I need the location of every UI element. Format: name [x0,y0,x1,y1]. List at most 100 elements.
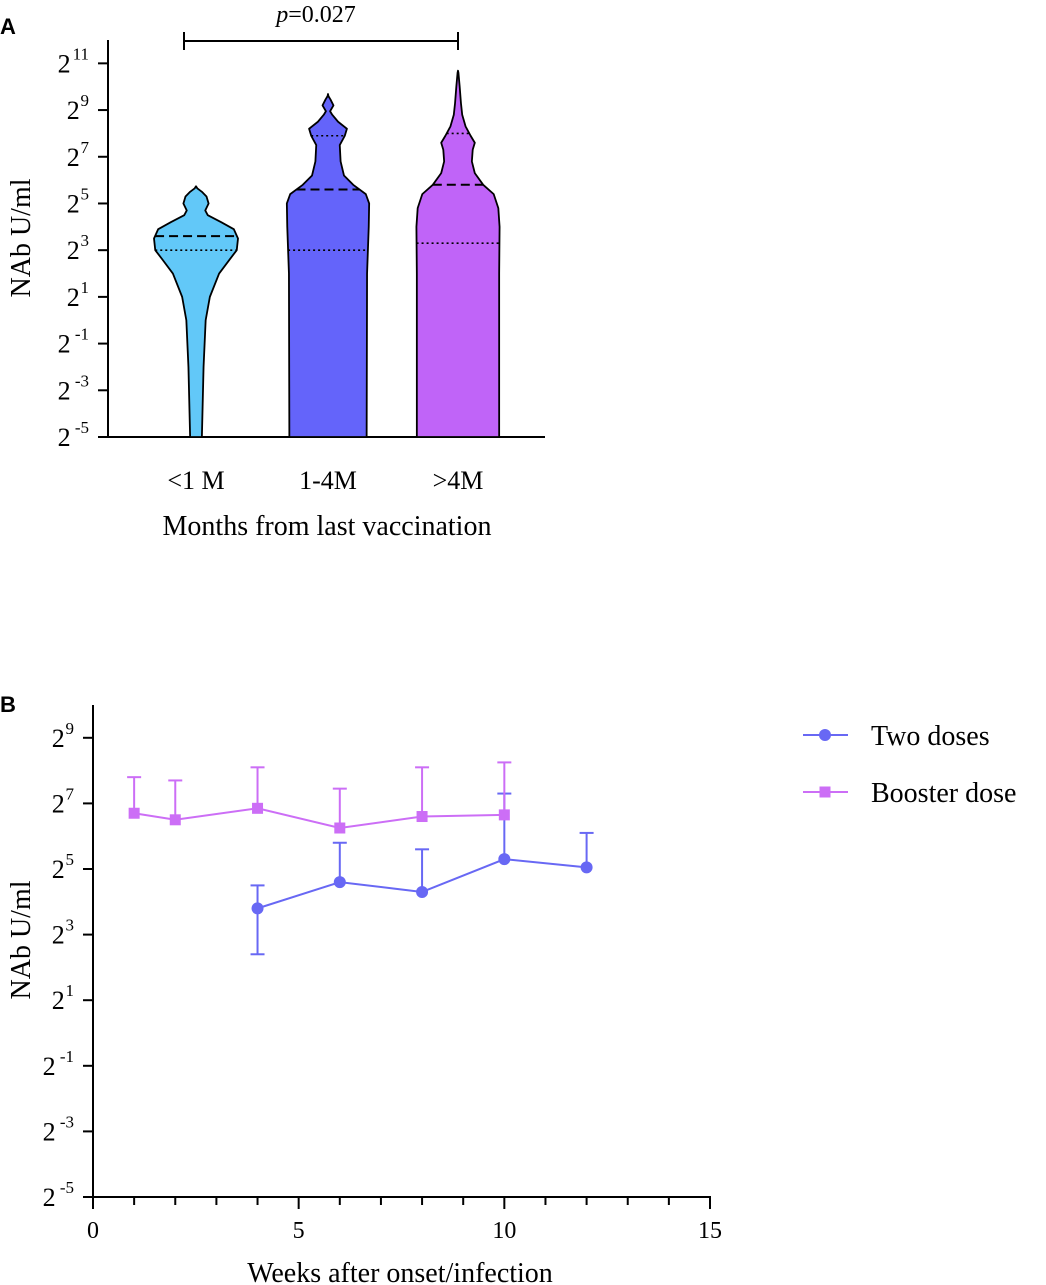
x-tick-label-3: >4M [433,466,484,495]
y-tick-label-1: 21 [67,278,89,312]
y-tick-label-5: 2 -5 [58,418,89,452]
series-two-doses [250,792,594,956]
violin-1-4m [285,93,371,438]
data-point [252,802,264,814]
y-tick-label-7-base: 2 [67,143,80,172]
panel-a-label: A [0,14,16,39]
panel-b-label: B [0,692,16,717]
legend-marker [819,729,831,741]
b-y-tick-label-1-exponent: -1 [60,1047,74,1066]
b-y-tick-label-1-exponent: 1 [66,981,75,1000]
b-y-tick-label-1: 2 -1 [43,1047,74,1081]
y-tick-label-11: 2 11 [58,44,89,78]
y-tick-label-3-base: 2 [67,236,80,265]
data-point [128,807,140,819]
x-tick-label-2: 1-4M [299,466,357,495]
legend-label: Booster dose [871,778,1016,809]
b-y-tick-label-9: 29 [52,719,74,753]
series-booster-dose [127,761,512,834]
y-tick-label-9: 29 [67,91,89,125]
panel-a-y-axis-title: NAb U/ml [6,178,37,297]
series-line [133,807,505,830]
violin-4m [415,69,501,438]
y-tick-label-1-base: 2 [58,330,71,359]
data-point [416,885,429,898]
b-y-tick-label-5: 2 -5 [43,1178,74,1212]
y-tick-label-9-base: 2 [67,96,80,125]
b-y-tick-label-3-exponent: 3 [66,916,75,935]
y-tick-label-3: 23 [67,231,89,265]
panel-b-y-axis-title: NAb U/ml [6,880,37,999]
y-tick-label-1-base: 2 [67,283,80,312]
legend-item-two-doses: Two doses [803,721,990,752]
data-point [416,811,428,823]
data-point [498,853,511,866]
b-y-tick-label-3: 23 [52,916,74,950]
p-value-symbol: p [274,2,288,28]
b-y-tick-label-5-base: 2 [52,855,65,884]
data-point [498,809,510,821]
b-y-tick-label-5: 25 [52,850,74,884]
data-point [169,814,181,826]
b-y-tick-label-7: 27 [52,784,75,818]
b-x-tick-label-10: 10 [492,1218,516,1244]
panel-a-x-tick-labels: <1 M 1-4M >4M [167,466,483,495]
panel-b-series [127,761,594,956]
y-tick-label-11-exponent: 11 [73,44,89,63]
legend: Two doses Booster dose [803,721,1016,809]
y-tick-label-5-base: 2 [67,189,80,218]
b-y-tick-label-5-exponent: -5 [60,1178,74,1197]
y-tick-label-3-exponent: -3 [75,371,89,390]
y-tick-label-7: 27 [67,138,90,172]
significance-bracket: p=0.027 [183,2,459,50]
b-y-tick-label-9-exponent: 9 [66,719,75,738]
b-y-tick-label-7-base: 2 [52,789,65,818]
y-tick-label-3: 2 -3 [58,371,89,405]
b-y-tick-label-3-base: 2 [52,921,65,950]
panel-b-x-axis-title: Weeks after onset/infection [247,1258,553,1285]
legend-label: Two doses [871,721,990,752]
b-x-tick-label-15: 15 [698,1218,722,1244]
y-tick-label-11-base: 2 [58,49,71,78]
b-y-tick-label-9-base: 2 [52,724,65,753]
x-tick-label-1: <1 M [167,466,224,495]
b-y-tick-label-3: 2 -3 [43,1112,74,1146]
y-tick-label-3-exponent: 3 [81,231,90,250]
y-tick-label-3-base: 2 [58,376,71,405]
b-y-tick-label-5-exponent: 5 [66,850,75,869]
legend-marker [819,786,831,798]
y-tick-label-5: 25 [67,184,89,218]
b-x-tick-label-0: 0 [87,1218,99,1244]
violin-1-m [153,185,239,438]
b-y-tick-label-3-exponent: -3 [60,1112,74,1131]
data-point [580,861,593,874]
data-point [333,876,346,889]
y-tick-label-1-exponent: 1 [81,278,90,297]
b-y-tick-label-5-base: 2 [43,1183,56,1212]
p-value-annotation: p=0.027 [274,2,356,28]
b-y-tick-label-7-exponent: 7 [66,784,75,803]
b-y-tick-label-3-base: 2 [43,1117,56,1146]
panel-a-x-axis-title: Months from last vaccination [163,511,492,542]
p-value-number: =0.027 [288,2,356,28]
data-point [251,902,264,915]
y-tick-label-5-base: 2 [58,423,71,452]
y-tick-label-5-exponent: 5 [81,184,90,203]
legend-item-booster-dose: Booster dose [803,778,1016,809]
b-y-tick-label-1-base: 2 [52,986,65,1015]
y-tick-label-5-exponent: -5 [75,418,89,437]
y-tick-label-1-exponent: -1 [75,325,89,344]
b-y-tick-label-1: 21 [52,981,74,1015]
y-tick-label-7-exponent: 7 [81,138,90,157]
data-point [334,822,346,834]
y-tick-label-1: 2 -1 [58,325,89,359]
panel-a-violins [153,69,501,438]
y-tick-label-9-exponent: 9 [81,91,90,110]
b-y-tick-label-1-base: 2 [43,1052,56,1081]
panel-b-x-ticks: 0 5 10 15 [87,1197,722,1244]
